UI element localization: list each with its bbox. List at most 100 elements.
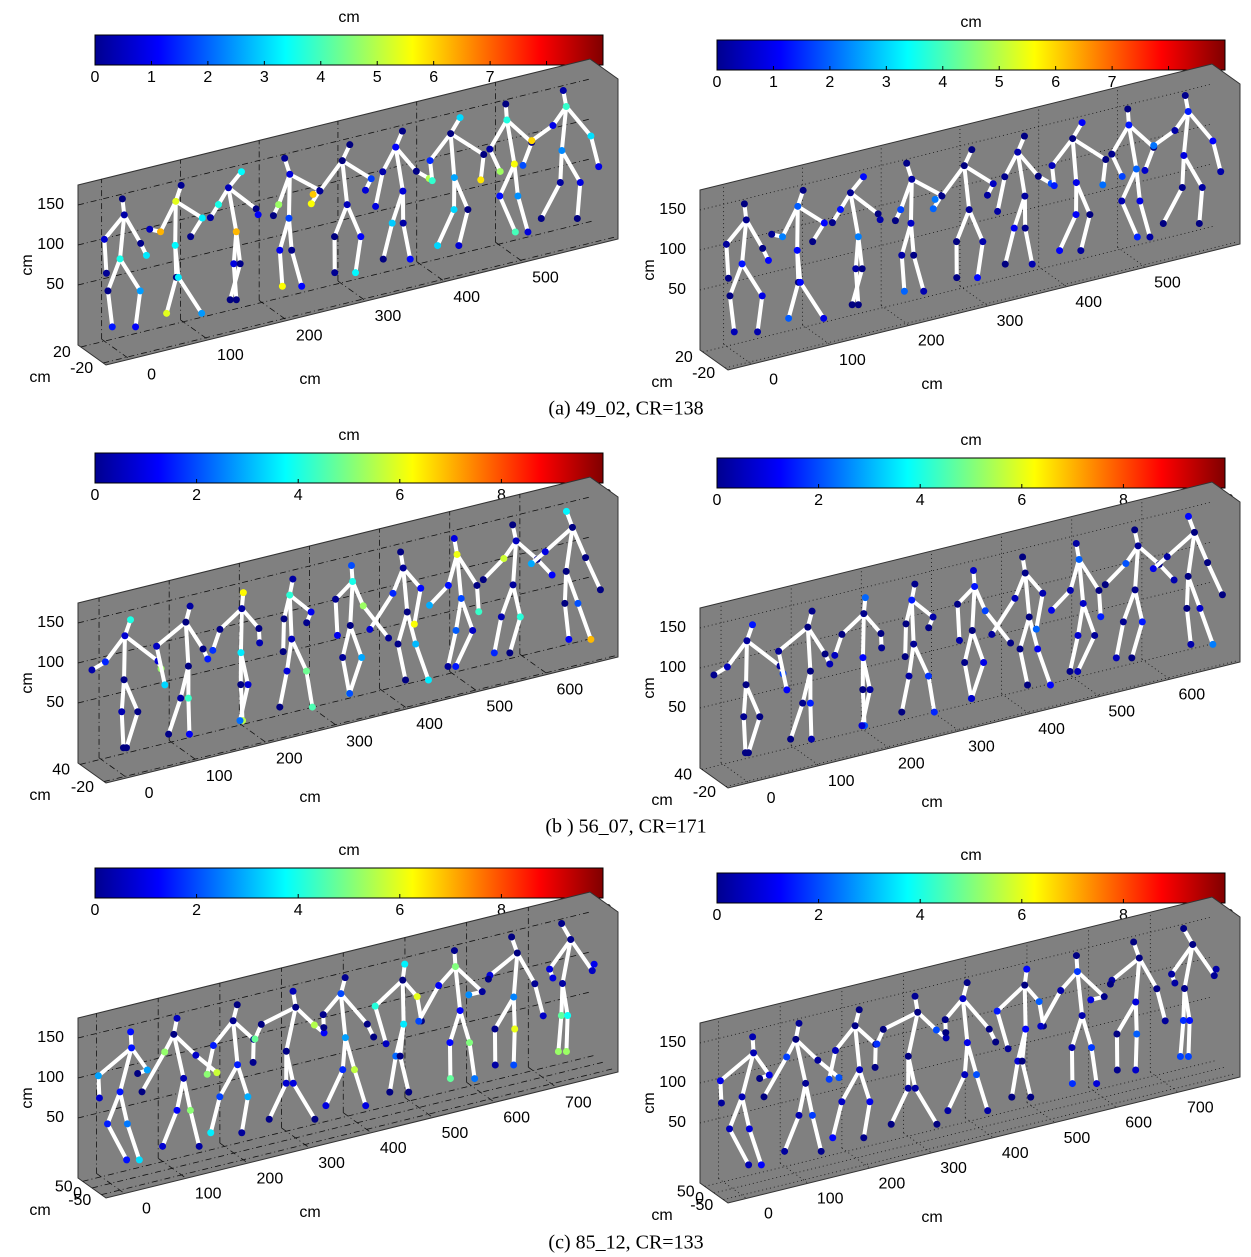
joint [136,287,144,295]
limb [861,1099,872,1140]
joint [363,1020,371,1028]
limb [105,288,115,329]
z-tick-label: 150 [37,196,64,213]
joint [503,116,511,124]
limb [1182,986,1192,1023]
limb [226,185,239,234]
limb [333,597,340,638]
joint [911,580,919,588]
joint [565,635,573,643]
joint [1132,165,1140,173]
limb [396,609,410,646]
limb [1137,199,1152,240]
joint [911,992,919,1000]
limb [122,212,143,246]
limb [171,1032,198,1058]
x-grid-line [404,1097,434,1118]
joint [1153,985,1161,993]
joint [319,1011,327,1019]
limb [348,623,364,660]
joint [510,1061,518,1069]
joint [874,210,882,218]
joint [723,663,731,671]
joint [1118,172,1126,180]
joint [527,560,535,568]
limb [1157,562,1177,582]
joint [873,1040,881,1048]
z-tick-label: 50 [46,1109,64,1126]
limb [286,172,292,221]
joint [745,1161,753,1169]
joint [1072,211,1080,219]
limb [1181,109,1191,158]
x-grid-line [98,757,128,779]
limb [839,1067,862,1104]
joint [750,1049,758,1057]
joint [744,749,752,757]
limb [795,204,800,253]
joint [1149,565,1157,573]
joint [486,145,494,153]
limb [1070,136,1079,185]
joint [887,1120,895,1128]
joint [232,228,240,236]
joint [187,233,195,241]
limb [558,148,564,185]
limb [118,1089,130,1126]
joint [1093,1080,1101,1088]
limb [1078,212,1092,253]
joint [993,1007,1001,1015]
joint [759,244,767,252]
joint [806,667,814,675]
limb [570,525,588,560]
joint [838,1098,846,1106]
limb [412,586,423,627]
joint [1136,197,1144,205]
limb [105,256,123,293]
joint [237,649,245,657]
joint [765,1071,773,1079]
limb [183,620,206,651]
joint [143,1066,151,1074]
joint [444,662,452,670]
joint [95,1094,103,1102]
joint [1028,260,1036,268]
joint [963,979,971,987]
joint [450,947,458,955]
joint [568,523,576,531]
limb [1075,601,1086,638]
joint [854,233,862,241]
limb [1186,574,1202,611]
limb [1049,588,1073,613]
joint [367,175,375,183]
limb [504,118,534,145]
joint [137,239,145,247]
z-axis-label: cm [19,672,36,693]
joint [820,314,828,322]
joint [557,1011,565,1019]
joint [596,586,604,594]
joint [307,608,315,616]
joint [1037,1022,1045,1030]
limb [511,1027,517,1068]
limb [1126,123,1156,150]
limb [1133,543,1141,592]
y-tick-label: -20 [692,365,715,382]
joint [1086,211,1094,219]
colorbar [716,457,1226,489]
colorbar-tick-label: 3 [882,74,891,91]
caption: (b ) 56_07, CR=171 [545,816,706,838]
joint [953,238,961,246]
x-grid-line [841,1147,871,1169]
joint [905,672,913,680]
colorbar-tick-label: 6 [1051,74,1060,91]
joint [1078,119,1086,127]
joint [236,717,244,725]
subplot: cm02468100100200300400500600700501001505… [641,847,1241,1226]
limb [1022,983,1042,1004]
limb [474,583,481,614]
joint [477,176,485,184]
limb [293,1005,317,1028]
joint [983,191,991,199]
limb [795,204,827,225]
